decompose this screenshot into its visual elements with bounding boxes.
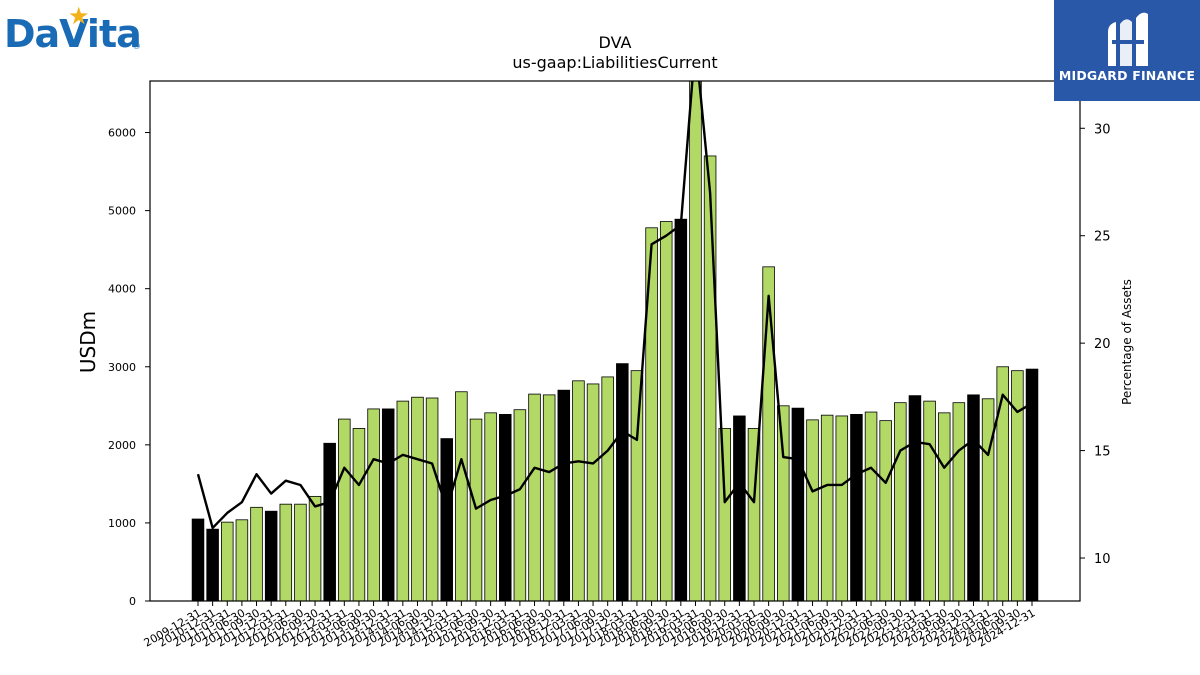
bar-2017-06-30	[586, 383, 600, 601]
bar-2017-09-30	[601, 376, 614, 601]
bar-2019-09-30	[718, 428, 731, 601]
y2-tick-label: 25	[1094, 230, 1111, 245]
bar-2012-12-31	[323, 442, 336, 601]
plot-line	[196, 81, 1033, 530]
bar-2011-09-30	[250, 506, 263, 601]
y2-tick-label: 10	[1094, 552, 1111, 567]
bar-2020-06-30	[762, 266, 775, 601]
y2-axis-label: Percentage of Assets	[1120, 279, 1134, 405]
bar-2020-03-31	[747, 428, 761, 601]
bar-2011-03-31	[221, 521, 234, 601]
bar-2014-06-30	[411, 396, 424, 601]
bar-2021-03-31	[806, 419, 819, 601]
bar-2015-03-31	[455, 391, 468, 601]
chart-subtitle: us-gaap:LiabilitiesCurrent	[512, 53, 717, 72]
registered-mark: ®	[132, 42, 141, 52]
y2-tick-label: 20	[1094, 337, 1111, 352]
bar-2014-12-31	[440, 438, 453, 601]
bar-2015-09-30	[484, 412, 497, 601]
bar-2016-06-30	[528, 393, 541, 601]
y-tick-label: 4000	[108, 283, 136, 296]
bar-2017-03-31	[572, 380, 585, 601]
bar-2013-12-31	[381, 408, 395, 601]
bar-2019-06-30	[703, 155, 717, 601]
bar-2014-03-31	[396, 400, 410, 601]
x-axis: 2009-12-312010-12-312011-03-312011-06-30…	[142, 601, 1038, 650]
bar-2023-03-31	[923, 400, 936, 601]
star-icon: ★	[68, 2, 90, 30]
bar-2020-09-30	[777, 405, 790, 601]
y-tick-label: 0	[129, 595, 136, 608]
bar-2012-03-31	[279, 503, 293, 601]
chart-title: DVA	[599, 33, 632, 52]
bar-2013-09-30	[367, 408, 380, 601]
midgard-logo-text: MIDGARD FINANCE	[1058, 68, 1196, 83]
bar-2018-12-31	[674, 218, 688, 601]
bar-2023-09-30	[952, 402, 966, 601]
y-axis-label: USDm	[76, 311, 100, 373]
plot-frame	[149, 80, 1081, 602]
plot-bars	[191, 81, 1039, 601]
midgard-mark-icon	[1108, 12, 1148, 67]
bar-2021-09-30	[835, 415, 849, 601]
bar-2020-12-31	[791, 407, 805, 601]
bar-2021-06-30	[820, 414, 834, 601]
bar-2022-06-30	[879, 420, 892, 601]
davita-logo: DaVita ★ ®	[4, 2, 144, 60]
bar-2018-03-31	[630, 370, 644, 601]
davita-logo-text: DaVita	[4, 12, 142, 56]
bar-2024-06-30	[996, 366, 1009, 601]
midgard-finance-logo: MIDGARD FINANCE	[1054, 0, 1200, 101]
y-tick-label: 6000	[108, 127, 136, 140]
bar-2012-09-30	[308, 495, 322, 601]
bar-2019-03-31	[689, 81, 702, 601]
y-right-axis: 10 15 20 25 30	[1080, 122, 1111, 567]
bar-2010-12-31	[206, 528, 219, 601]
bar-2016-12-31	[557, 389, 571, 601]
y-tick-label: 3000	[108, 361, 136, 374]
y-tick-label: 5000	[108, 205, 136, 218]
bar-2021-12-31	[850, 413, 863, 601]
percentage-line	[196, 81, 1033, 530]
bar-2009-12-31	[191, 518, 205, 601]
bar-2024-03-31	[981, 398, 995, 601]
bar-2015-06-30	[469, 418, 483, 601]
bar-2017-12-31	[616, 363, 629, 601]
bar-2024-09-30	[1011, 370, 1024, 601]
bar-2016-09-30	[542, 394, 556, 601]
bar-2019-12-31	[733, 415, 746, 601]
bar-2012-06-30	[294, 503, 307, 601]
y2-tick-label: 30	[1094, 122, 1111, 137]
bar-2015-12-31	[499, 413, 512, 601]
bar-2023-06-30	[937, 412, 951, 601]
bar-2023-12-31	[967, 394, 980, 601]
bar-2022-03-31	[864, 411, 878, 601]
bar-2016-03-31	[513, 409, 527, 601]
y-tick-label: 2000	[108, 439, 136, 452]
bar-2022-12-31	[908, 395, 922, 601]
y2-tick-label: 15	[1094, 445, 1111, 460]
bar-2011-06-30	[235, 519, 249, 601]
y-left-axis: 0 1000 2000 3000 4000 5000 6000	[108, 127, 150, 608]
bar-2022-09-30	[894, 402, 907, 601]
bar-2013-03-31	[338, 418, 351, 601]
bar-2014-09-30	[425, 397, 439, 601]
bar-2018-09-30	[659, 221, 673, 601]
y-tick-label: 1000	[108, 517, 136, 530]
bar-2011-12-31	[264, 510, 278, 601]
bar-2013-06-30	[352, 428, 366, 601]
